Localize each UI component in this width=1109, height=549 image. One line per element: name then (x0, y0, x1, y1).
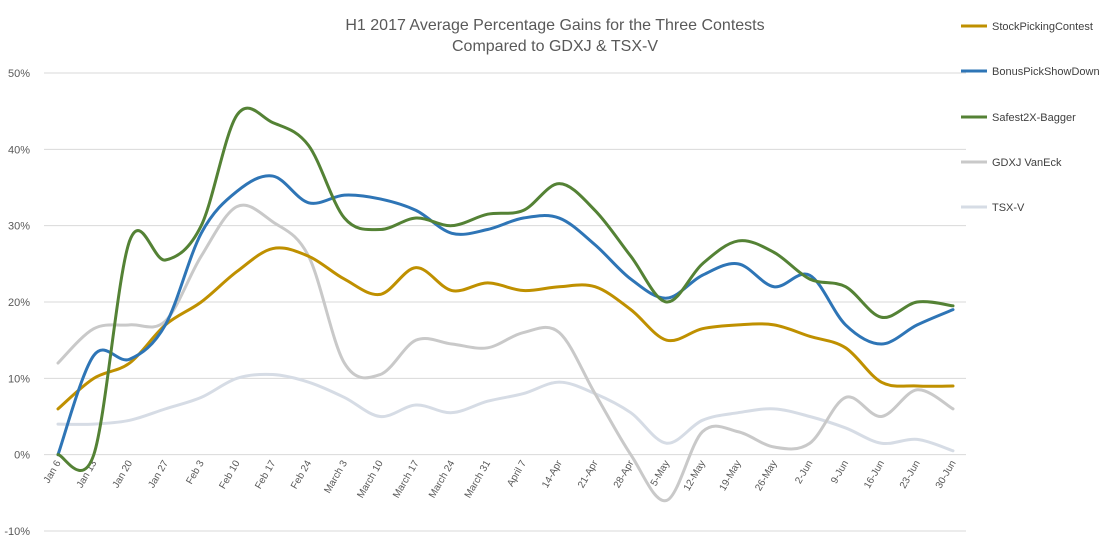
x-tick-label: March 3 (322, 458, 350, 495)
x-tick-label: Feb 24 (289, 458, 314, 491)
x-tick-label: 5-May (649, 459, 672, 489)
y-tick-label: -10% (4, 526, 30, 538)
x-tick-label: 16-Jun (862, 459, 887, 491)
x-tick-label: 19-May (718, 459, 744, 493)
x-tick-label: Feb 10 (218, 458, 243, 491)
x-tick-label: Feb 17 (253, 458, 278, 491)
x-tick-label: 30-Jun (934, 459, 959, 491)
x-tick-label: Jan 27 (146, 458, 171, 490)
chart-title-line-1: H1 2017 Average Percentage Gains for the… (345, 17, 764, 34)
chart-title-line-2: Compared to GDXJ & TSX-V (452, 38, 658, 55)
x-tick-label: March 24 (427, 458, 458, 500)
x-tick-label: March 31 (463, 458, 494, 500)
x-tick-label: 9-Jun (829, 459, 851, 486)
x-tick-label: 23-Jun (898, 459, 923, 491)
x-tick-label: April 7 (505, 458, 529, 488)
x-tick-label: 14-Apr (540, 458, 565, 490)
legend-label: BonusPickShowDown (992, 66, 1100, 78)
legend: StockPickingContest BonusPickShowDown Safe… (961, 21, 1100, 214)
y-tick-label: 10% (8, 373, 30, 385)
x-tick-label: 26-May (753, 459, 779, 493)
legend-label: StockPickingContest (992, 21, 1093, 33)
y-tick-label: 40% (8, 144, 30, 156)
series-lines (56, 106, 955, 502)
legend-label: Safest2X-Bagger (992, 112, 1076, 124)
y-tick-label: 20% (8, 297, 30, 309)
series-line-gdxj-vaneck (56, 203, 955, 502)
series-line-safest2x-bagger (56, 106, 955, 472)
x-tick-label: 2-Jun (793, 459, 815, 486)
x-tick-label: March 10 (355, 458, 386, 500)
series-line-stockpickingcontest (56, 246, 955, 411)
gridlines (44, 72, 966, 532)
y-tick-label: 30% (8, 221, 30, 233)
x-tick-label: Jan 6 (42, 458, 64, 485)
y-axis-ticks: -10% 0% 10% 20% 30% 40% 50% (4, 68, 30, 538)
x-tick-label: 28-Apr (612, 458, 637, 490)
x-tick-label: Feb 3 (184, 458, 207, 486)
x-tick-label: Jan 13 (75, 458, 100, 490)
y-tick-label: 0% (14, 450, 30, 462)
y-tick-label: 50% (8, 68, 30, 80)
x-tick-label: Jan 20 (111, 458, 136, 490)
legend-label: GDXJ VanEck (992, 157, 1062, 169)
x-tick-label: March 17 (391, 458, 422, 500)
x-axis-ticks: Jan 6 Jan 13 Jan 20 Jan 27 Feb 3 Feb 10 Feb 17… (42, 458, 959, 500)
series-line-tsx-v (56, 372, 955, 453)
series-line-bonuspickshowdown (56, 174, 955, 457)
legend-label: TSX-V (992, 202, 1025, 214)
chart-title: H1 2017 Average Percentage Gains for the… (345, 17, 764, 55)
x-tick-label: 21-Apr (576, 458, 601, 490)
